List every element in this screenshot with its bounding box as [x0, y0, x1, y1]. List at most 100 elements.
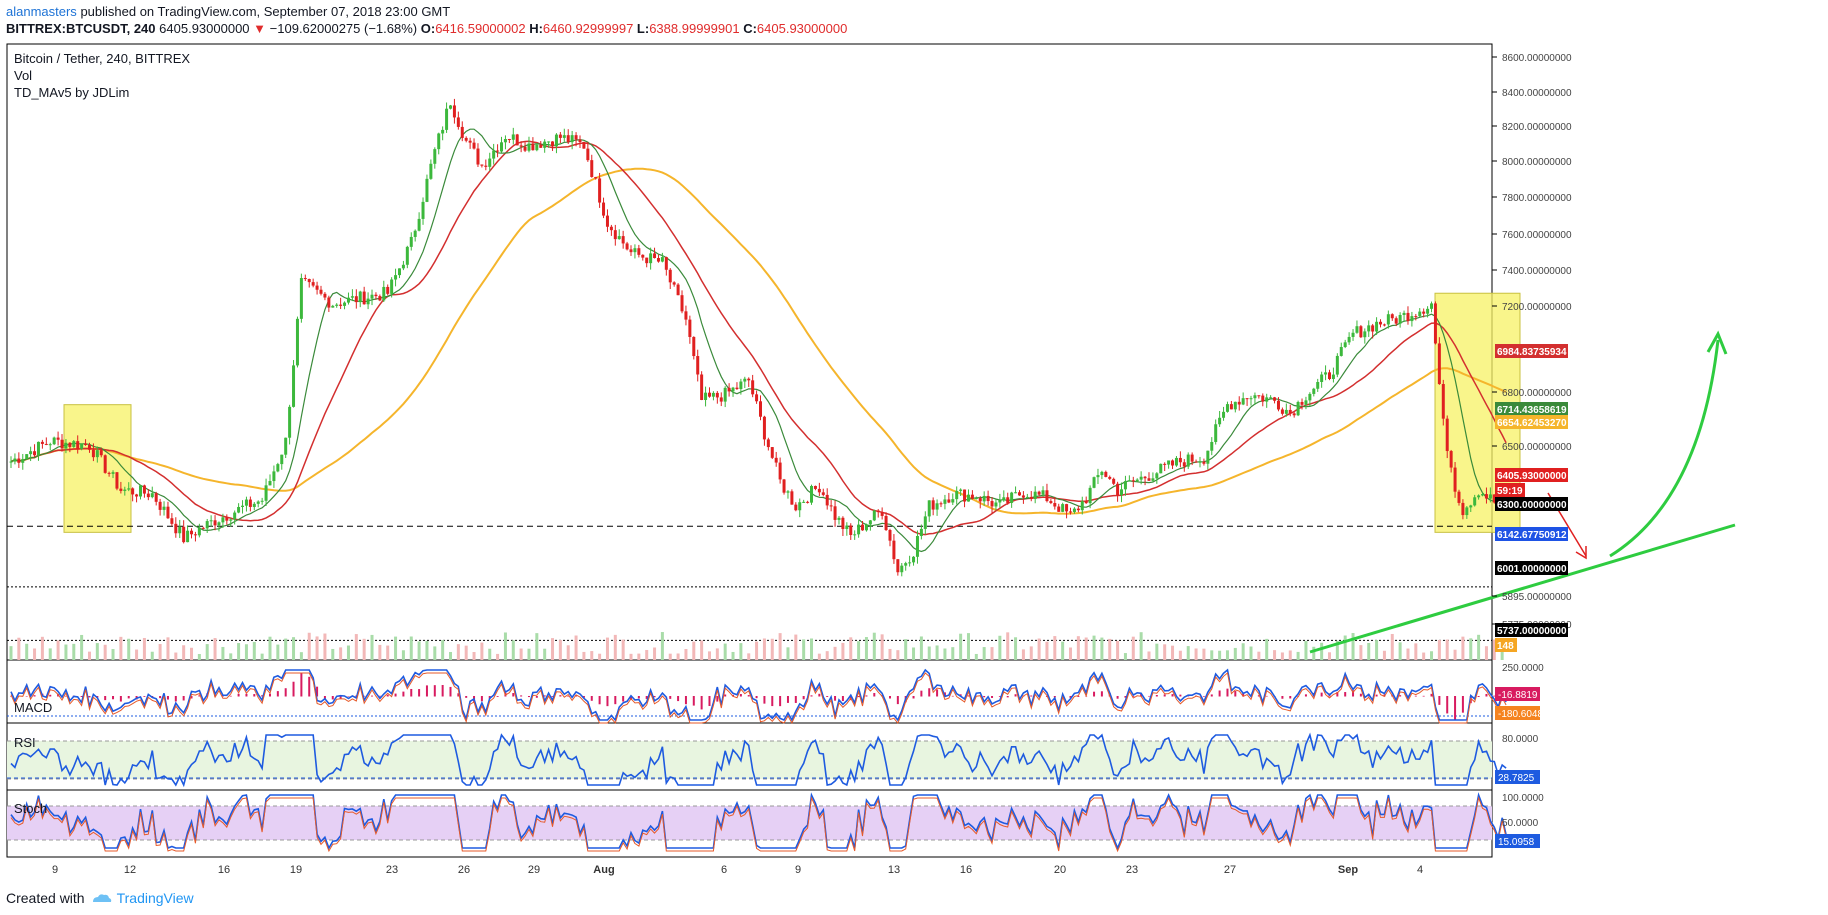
volume-bar	[64, 644, 68, 660]
candle-body	[99, 450, 103, 456]
candle-body	[103, 455, 107, 473]
time-tick-label: 9	[795, 864, 801, 876]
chart-svg[interactable]: 8600.00000000 8400.00000000 8200.00000000 8…	[0, 0, 1828, 885]
volume-bar	[998, 635, 1002, 660]
candle-body	[637, 248, 641, 255]
candle-body	[1053, 503, 1057, 507]
rsi-pane	[7, 732, 1507, 788]
candle-body	[1484, 494, 1488, 499]
volume-bar	[723, 643, 727, 660]
volume-bar	[197, 653, 201, 660]
candle-body	[1182, 462, 1186, 467]
macd-histogram-bar	[316, 686, 319, 697]
volume-bar	[1218, 650, 1222, 660]
volume-bar	[864, 637, 868, 660]
candle-body	[350, 296, 354, 298]
volume-bar	[794, 634, 798, 660]
candle-body	[142, 485, 146, 494]
candle-body	[1355, 326, 1359, 333]
candle-body	[370, 294, 374, 299]
candle-body	[1123, 481, 1127, 490]
price-label-text: 6405.93000000	[1497, 471, 1567, 482]
candle-body	[111, 472, 115, 474]
macd-histogram-bar	[331, 696, 334, 700]
macd-histogram-bar	[1155, 695, 1158, 697]
candle-body	[1273, 397, 1277, 401]
macd-histogram-bar	[692, 696, 695, 706]
candle-body	[1178, 457, 1182, 463]
price-tick-label: 7200.00000000	[1502, 302, 1572, 313]
macd-histogram-bar	[418, 689, 421, 697]
tradingview-link[interactable]: TradingView	[91, 890, 194, 906]
price-label-box	[1495, 561, 1568, 575]
volume-bar	[464, 645, 468, 660]
author-link[interactable]: alanmasters	[6, 4, 77, 19]
price-label-box	[1495, 497, 1568, 511]
macd-histogram-bar	[1069, 696, 1072, 698]
volume-bar	[1092, 635, 1096, 660]
macd-histogram-bar	[1171, 694, 1174, 697]
candle-body	[668, 269, 672, 283]
macd-histogram-bar	[708, 696, 711, 707]
candle-body	[1386, 314, 1390, 325]
candle-body	[656, 258, 660, 262]
candle-body	[876, 510, 880, 513]
macd-histogram-bar	[1179, 694, 1182, 697]
price-label-text: 6984.83735934	[1497, 347, 1567, 358]
time-tick-label: 23	[386, 864, 398, 876]
candle-body	[1418, 311, 1422, 317]
candle-body	[1398, 314, 1402, 324]
macd-histogram-bar	[1281, 696, 1284, 699]
macd-histogram-bar	[174, 696, 177, 702]
volume-bar	[1484, 646, 1488, 660]
macd-histogram-bar	[598, 696, 601, 705]
candle-body	[598, 178, 602, 203]
candle-body	[1229, 404, 1233, 410]
candle-body	[166, 506, 170, 519]
candle-body	[837, 517, 841, 520]
candle-body	[806, 501, 810, 503]
volume-bar	[966, 633, 970, 660]
candle-body	[1253, 395, 1257, 399]
candle-body	[1127, 480, 1131, 482]
volume-bar	[205, 644, 209, 660]
stoch-line	[10, 792, 1507, 851]
candle-body	[339, 304, 343, 306]
rsi-line	[10, 732, 1507, 788]
candle-body	[1139, 476, 1143, 480]
macd-histogram-bar	[606, 696, 609, 707]
macd-histogram-bar	[347, 696, 350, 697]
volume-bar	[221, 646, 225, 660]
candle-body	[433, 149, 437, 164]
candle-body	[582, 141, 586, 149]
volume-bar	[927, 646, 931, 660]
candle-body	[162, 506, 166, 510]
macd-histogram-bar	[551, 696, 554, 697]
macd-histogram-bar	[645, 696, 648, 699]
time-tick-label: 13	[888, 864, 900, 876]
candle-body	[150, 493, 154, 498]
candle-body	[1198, 461, 1202, 463]
close-value: 6405.93000000	[756, 21, 848, 36]
candle-body	[288, 406, 292, 438]
macd-histogram-bar	[143, 696, 146, 697]
candle-body	[1363, 331, 1367, 338]
candle-body	[527, 143, 531, 151]
candle-body	[1017, 492, 1021, 496]
volume-bar	[888, 648, 892, 660]
macd-histogram-bar	[33, 695, 36, 697]
volume-bar	[33, 648, 37, 660]
volume-bar	[1367, 642, 1371, 660]
time-axis: 9 12 16 19 23 26 29 Aug 6 9 13 16 20 23 27 Sep 4	[52, 864, 1423, 876]
candle-body	[515, 134, 519, 146]
tradingview-brand: TradingView	[116, 890, 194, 906]
candle-body	[507, 139, 511, 141]
candle-body	[696, 356, 700, 375]
macd-histogram-bar	[112, 696, 115, 700]
candle-body	[1375, 321, 1379, 332]
candle-body	[1143, 476, 1147, 479]
volume-bar	[1045, 641, 1049, 660]
candle-body	[201, 527, 205, 529]
volume-bar	[48, 648, 52, 660]
candle-body	[680, 295, 684, 312]
